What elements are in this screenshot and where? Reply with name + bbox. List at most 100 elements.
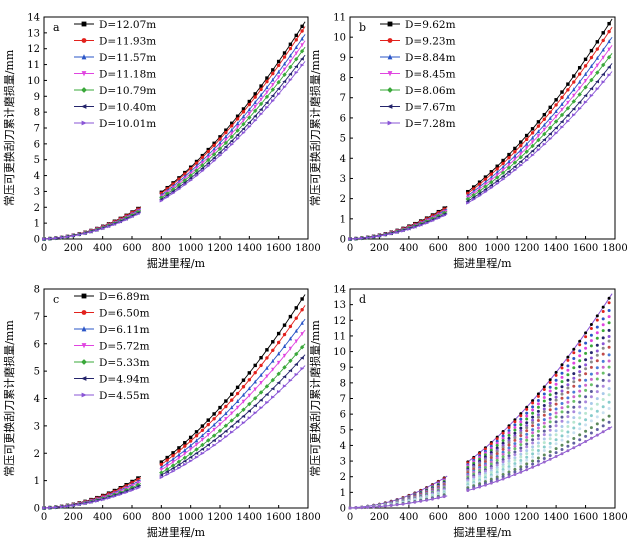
x-axis-label: 掘进里程/m xyxy=(453,256,512,270)
scatter-point xyxy=(519,437,523,441)
marker-circle xyxy=(276,340,281,345)
marker-diamond xyxy=(241,121,246,127)
scatter-point xyxy=(536,394,540,398)
marker-triangle-right xyxy=(106,224,111,229)
scatter-point xyxy=(531,405,535,409)
marker-triangle-right xyxy=(542,142,547,147)
scatter-point xyxy=(595,371,599,375)
y-tick-label: 9 xyxy=(340,363,346,374)
y-tick-label: 5 xyxy=(34,155,40,166)
marker-square xyxy=(171,451,175,455)
scatter-point xyxy=(578,373,582,377)
marker-triangle-down xyxy=(200,438,205,442)
marker-triangle-right xyxy=(595,87,600,91)
scatter-point xyxy=(566,410,570,414)
scatter-point xyxy=(542,433,546,437)
y-tick-label: 0 xyxy=(340,235,346,246)
y-tick-label: 5 xyxy=(34,367,40,378)
scatter-point xyxy=(483,483,487,487)
scatter-point xyxy=(548,412,552,416)
marker-diamond xyxy=(294,351,299,357)
marker-triangle-down xyxy=(501,168,505,173)
marker-diamond xyxy=(548,125,553,131)
scatter-point xyxy=(501,470,505,474)
scatter-point xyxy=(601,346,605,350)
marker-circle xyxy=(218,411,222,415)
marker-triangle-down xyxy=(188,447,193,452)
marker-triangle-left xyxy=(223,429,228,433)
scatter-point xyxy=(584,372,588,376)
marker-triangle-left xyxy=(471,195,476,200)
scatter-point xyxy=(607,414,611,418)
marker-diamond xyxy=(276,371,281,377)
scatter-point xyxy=(560,375,564,379)
y-tick-label: 1 xyxy=(34,219,40,230)
x-tick-label: 1800 xyxy=(602,512,627,523)
scatter-point xyxy=(525,411,529,415)
scatter-point xyxy=(572,437,576,440)
scatter-point xyxy=(589,414,593,418)
y-tick-label: 14 xyxy=(333,285,346,296)
scatter-point xyxy=(548,401,552,405)
scatter-point xyxy=(519,461,523,465)
scatter-point xyxy=(554,424,558,428)
scatter-point xyxy=(578,427,582,431)
scatter-point xyxy=(501,431,505,435)
scatter-point xyxy=(430,497,434,501)
x-tick-label: 1800 xyxy=(602,243,627,254)
scatter-point xyxy=(595,325,599,329)
marker-triangle-right xyxy=(130,215,135,219)
scatter-point xyxy=(531,434,535,438)
marker-diamond xyxy=(495,175,500,180)
marker-diamond xyxy=(159,195,164,200)
marker-triangle-right xyxy=(507,173,512,177)
marker-diamond xyxy=(595,70,600,75)
scatter-point xyxy=(542,441,546,445)
x-tick-label: 400 xyxy=(399,512,418,523)
marker-triangle-left xyxy=(81,376,87,381)
marker-triangle-down xyxy=(560,107,564,112)
marker-circle xyxy=(241,385,246,389)
marker-triangle xyxy=(206,152,210,157)
y-tick-label: 2 xyxy=(340,472,346,483)
scatter-point xyxy=(501,458,505,461)
marker-triangle-down xyxy=(224,417,228,422)
scatter-point xyxy=(542,460,546,464)
marker-circle xyxy=(259,87,263,92)
marker-circle xyxy=(183,444,187,448)
scatter-point xyxy=(489,456,493,460)
scatter-point xyxy=(584,335,588,339)
scatter-point xyxy=(601,371,605,375)
marker-triangle-left xyxy=(253,114,257,118)
marker-circle xyxy=(524,137,529,142)
scatter-point xyxy=(525,465,529,469)
marker-triangle xyxy=(247,107,252,112)
scatter-point xyxy=(601,398,605,401)
marker-triangle xyxy=(530,135,535,140)
scatter-point xyxy=(548,457,552,461)
marker-triangle-down xyxy=(241,118,246,123)
x-tick-label: 600 xyxy=(122,512,141,523)
marker-triangle-right xyxy=(395,230,400,235)
marker-square xyxy=(294,33,298,38)
marker-diamond xyxy=(129,212,135,218)
marker-diamond xyxy=(235,128,240,133)
scatter-point xyxy=(548,378,552,382)
marker-triangle-down xyxy=(300,332,304,337)
scatter-point xyxy=(607,387,611,391)
marker-circle xyxy=(536,124,541,128)
marker-diamond xyxy=(542,131,547,137)
marker-triangle-right xyxy=(418,223,423,227)
scatter-point xyxy=(566,368,570,372)
scatter-point xyxy=(542,445,546,449)
scatter-point xyxy=(507,433,511,437)
marker-triangle-right xyxy=(271,395,275,399)
marker-triangle-down xyxy=(271,367,275,372)
marker-circle xyxy=(177,177,181,181)
marker-diamond xyxy=(264,94,270,100)
scatter-point xyxy=(554,451,558,455)
marker-circle xyxy=(572,80,576,84)
scatter-point xyxy=(531,424,535,428)
marker-diamond xyxy=(583,85,588,90)
marker-triangle-right xyxy=(212,159,217,163)
